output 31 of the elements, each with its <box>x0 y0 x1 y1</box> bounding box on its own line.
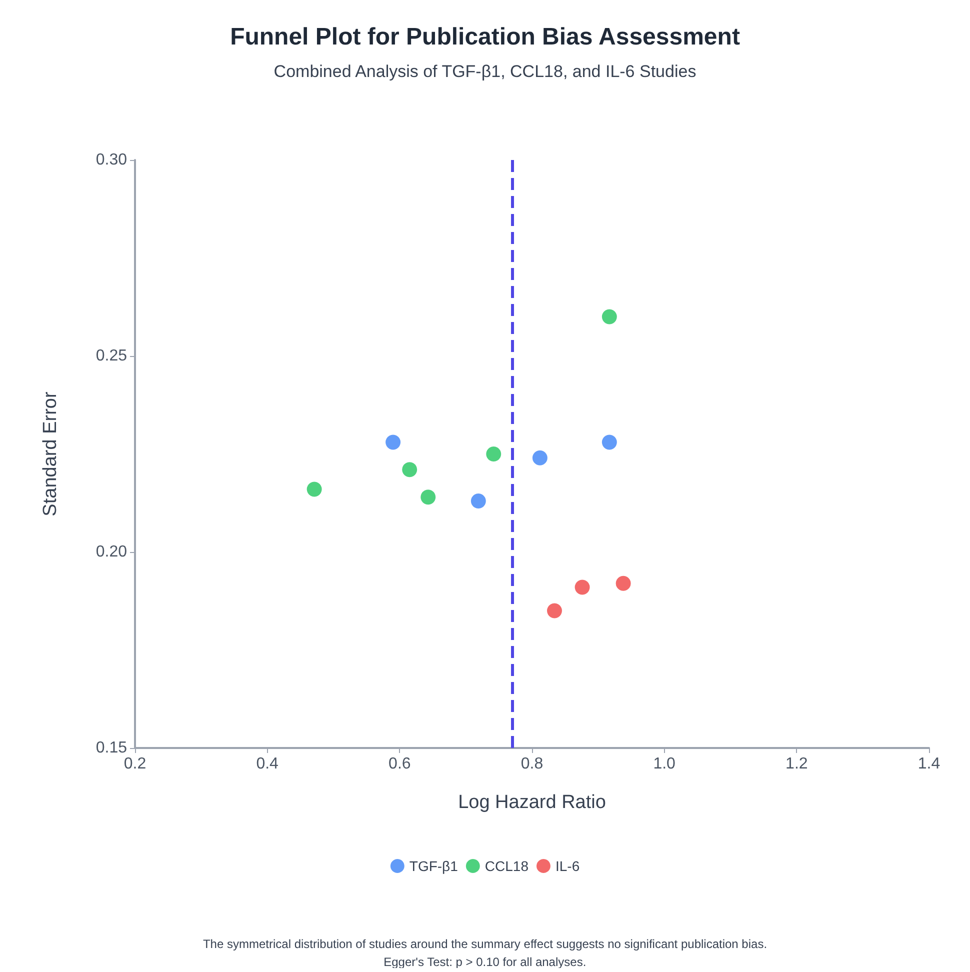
y-tick-label: 0.25 <box>96 348 128 364</box>
point <box>602 309 617 324</box>
point <box>306 482 322 497</box>
legend-label: CCL18 <box>484 858 529 874</box>
chart-subtitle: Combined Analysis of TGF-β1, CCL18, and IL-6 Studies <box>274 62 696 81</box>
point <box>402 462 418 478</box>
legend-label: TGF-β1 <box>409 858 458 874</box>
point <box>616 576 631 591</box>
point <box>574 580 590 595</box>
point <box>547 603 562 618</box>
x-tick-label: 0.2 <box>124 756 146 772</box>
text: The symmetrical distribution of studies around the summary effect suggests no significant publication bias. <box>202 937 768 951</box>
x-tick-label: 0.4 <box>256 756 279 772</box>
point <box>420 490 436 505</box>
point <box>470 494 486 509</box>
x-axis-title: Log Hazard Ratio <box>458 792 606 813</box>
point <box>532 450 548 466</box>
x-tick-label: 1.2 <box>786 756 808 772</box>
chart-title: Funnel Plot for Publication Bias Assessment <box>230 24 740 50</box>
legend-label: IL-6 <box>555 858 580 874</box>
point <box>602 434 617 450</box>
y-axis-title: Standard Error <box>40 391 61 516</box>
x-tick-label: 1.0 <box>653 756 676 772</box>
x-tick-label: 0.6 <box>388 756 411 772</box>
point <box>386 434 401 450</box>
x-tick-label: 1.4 <box>918 756 940 772</box>
y-tick-label: 0.15 <box>96 740 128 756</box>
y-tick-label: 0.20 <box>96 544 128 560</box>
y-tick-label: 0.30 <box>96 152 128 168</box>
x-tick-label: 0.8 <box>520 756 544 772</box>
point <box>486 446 502 462</box>
